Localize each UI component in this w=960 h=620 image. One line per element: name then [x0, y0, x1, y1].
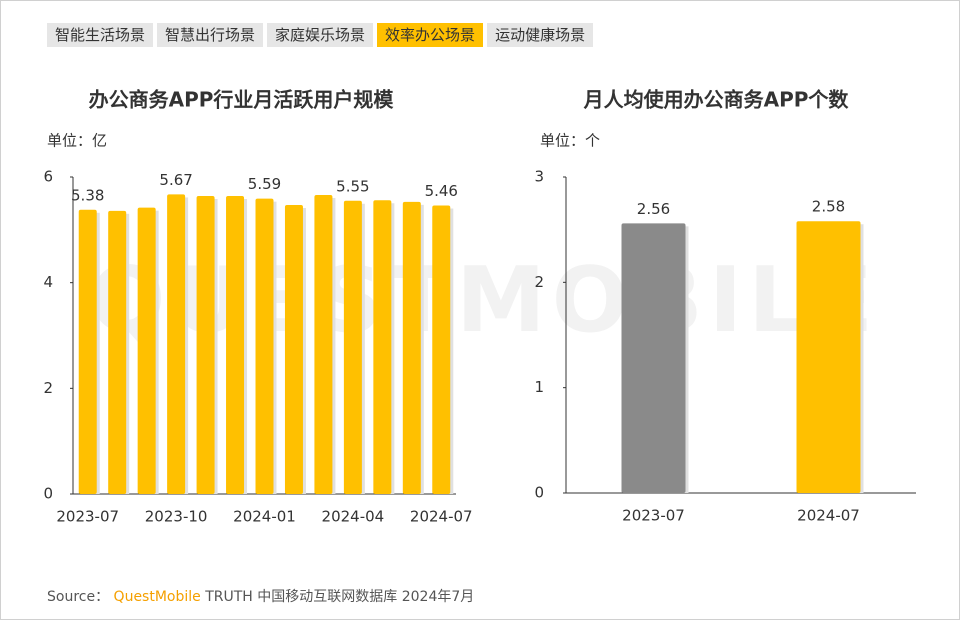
- unit-label: 单位：亿: [47, 132, 107, 150]
- bar: [621, 223, 686, 493]
- source-text: TRUTH 中国移动互联网数据库 2024年7月: [205, 589, 475, 605]
- value-label: 5.38: [71, 186, 104, 204]
- chart-title: 办公商务APP行业月活跃用户规模: [89, 88, 395, 112]
- bar: [432, 205, 451, 494]
- value-label: 5.67: [159, 171, 192, 189]
- bar: [108, 210, 127, 494]
- x-tick-label: 2024-07: [410, 508, 473, 526]
- value-label: 2.58: [812, 198, 845, 216]
- bar: [314, 194, 333, 495]
- chart-title: 月人均使用办公商务APP个数: [583, 88, 850, 112]
- bar: [137, 207, 156, 495]
- y-tick-label: 3: [534, 168, 544, 186]
- source: Source： QuestMobile TRUTH 中国移动互联网数据库 202…: [47, 586, 474, 606]
- y-tick-label: 0: [43, 485, 53, 503]
- bar: [226, 196, 245, 494]
- bar: [284, 205, 303, 495]
- bar: [78, 209, 97, 495]
- x-tick-label: 2024-01: [233, 508, 296, 526]
- bar: [167, 194, 186, 494]
- x-tick-label: 2023-07: [56, 508, 119, 526]
- source-label: Source：: [47, 589, 110, 605]
- tab[interactable]: 家庭娱乐场景: [267, 23, 374, 47]
- source-brand: QuestMobile: [113, 589, 201, 605]
- y-tick-label: 4: [43, 273, 53, 291]
- bar: [796, 221, 861, 494]
- tab[interactable]: 运动健康场景: [487, 23, 594, 47]
- bar: [343, 200, 362, 494]
- x-tick-label: 2024-07: [797, 507, 860, 525]
- y-tick-label: 2: [534, 273, 544, 291]
- tab[interactable]: 智慧出行场景: [157, 23, 264, 47]
- tab-bar: 智能生活场景 智慧出行场景 家庭娱乐场景 效率办公场景 运动健康场景: [47, 23, 594, 47]
- x-tick-label: 2023-10: [145, 508, 208, 526]
- x-tick-label: 2023-07: [622, 507, 685, 525]
- tab[interactable]: 效率办公场景: [377, 23, 484, 47]
- value-label: 5.46: [425, 182, 458, 200]
- bar: [196, 196, 215, 494]
- tab[interactable]: 智能生活场景: [47, 23, 154, 47]
- bar: [402, 201, 421, 494]
- bar: [373, 200, 392, 494]
- value-label: 2.56: [637, 200, 670, 218]
- x-tick-label: 2024-04: [322, 508, 385, 526]
- value-label: 5.55: [336, 177, 369, 195]
- y-tick-label: 0: [534, 484, 544, 502]
- y-tick-label: 2: [43, 379, 53, 397]
- value-label: 5.59: [248, 175, 281, 193]
- watermark: QUESTMOBILE: [89, 248, 879, 353]
- bar: [255, 198, 274, 494]
- y-tick-label: 6: [43, 168, 53, 186]
- unit-label: 单位：个: [540, 132, 600, 150]
- y-tick-label: 1: [534, 378, 544, 396]
